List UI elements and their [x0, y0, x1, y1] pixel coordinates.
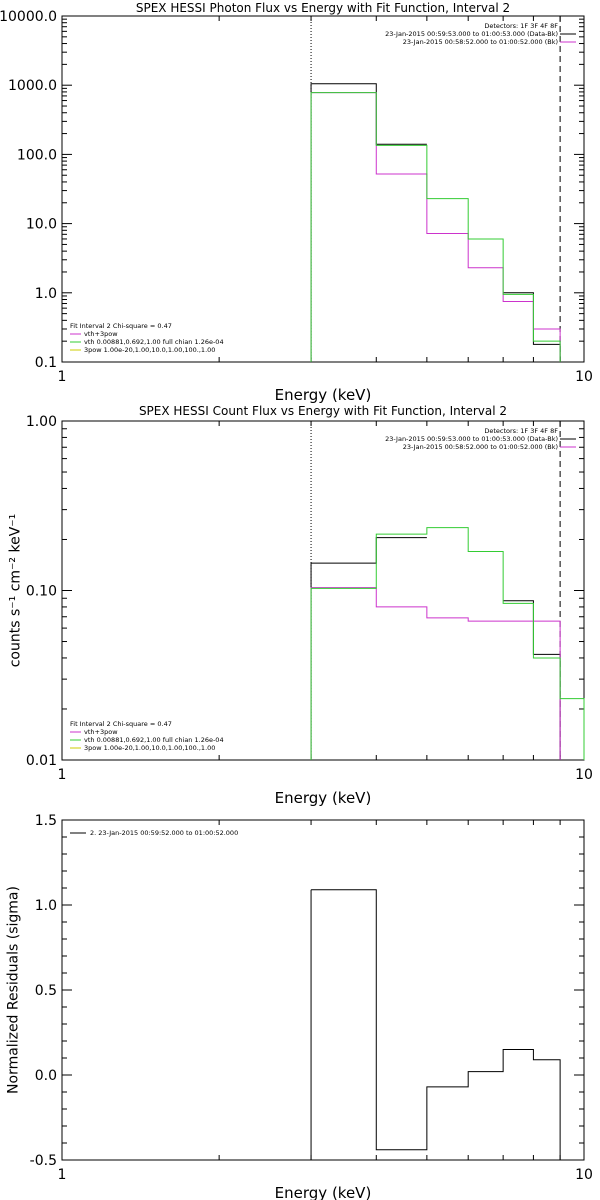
y-tick-label: 0.5 — [35, 983, 57, 999]
chart-panel-1: SPEX HESSI Photon Flux vs Energy with Fi… — [0, 1, 593, 404]
y-tick-label: 0.1 — [35, 355, 57, 371]
x-tick-label: 1 — [58, 1167, 67, 1183]
legend-entry: 23-Jan-2015 00:58:52.000 to 01:00:52.000… — [403, 443, 558, 451]
legend-bottom-left: Fit Interval 2 Chi-square = 0.47vth+3pow… — [70, 720, 224, 752]
x-axis-label: Energy (keV) — [275, 1184, 372, 1200]
y-tick-label: 1.0 — [35, 286, 57, 302]
y-tick-label: 100.0 — [17, 147, 57, 163]
x-axis-label: Energy (keV) — [275, 789, 372, 807]
legend-entry: vth 0.00881,0.692,1.00 full chian 1.26e-… — [84, 736, 224, 744]
chart-title: SPEX HESSI Count Flux vs Energy with Fit… — [139, 404, 507, 418]
y-tick-label: 10.0 — [26, 217, 57, 233]
legend-entry: 23-Jan-2015 00:59:53.000 to 01:00:53.000… — [385, 435, 558, 443]
x-axis-label: Energy (keV) — [275, 386, 372, 404]
y-axis-label: Normalized Residuals (sigma) — [6, 886, 22, 1094]
chart-title: SPEX HESSI Photon Flux vs Energy with Fi… — [136, 1, 510, 15]
chart-panel-2: SPEX HESSI Count Flux vs Energy with Fit… — [8, 404, 593, 807]
plot-frame — [61, 819, 585, 1161]
plot-frame — [61, 15, 585, 363]
y-tick-label: 1.0 — [35, 898, 57, 914]
legend-top-left: 2. 23-Jan-2015 00:59:52.000 to 01:00:52.… — [70, 829, 238, 837]
legend-entry: 3pow 1.00e-20,1.00,10.0,1.00,100.,1.00 — [84, 346, 215, 354]
series-step-black — [310, 83, 427, 362]
y-tick-label: 1000.0 — [8, 78, 57, 94]
legend-entry: Detectors: 1F 3F 4F 8F — [484, 22, 558, 30]
legend-entry: 23-Jan-2015 00:58:52.000 to 01:00:52.000… — [403, 38, 558, 46]
y-axis-label: counts s⁻¹ cm⁻² keV⁻¹ — [8, 514, 24, 668]
y-tick-label: 1.00 — [26, 414, 57, 430]
y-tick-label: 0.10 — [26, 584, 57, 600]
plot-frame — [61, 420, 585, 761]
series-step-green — [310, 92, 561, 362]
legend-bottom-left: Fit Interval 2 Chi-square = 0.47vth+3pow… — [70, 322, 224, 354]
y-tick-label: 0.01 — [26, 753, 57, 769]
x-tick-label: 10 — [575, 767, 593, 783]
series-step-black — [503, 600, 561, 760]
x-tick-label: 10 — [575, 1167, 593, 1183]
series-step-magenta — [310, 92, 561, 362]
legend-entry: 23-Jan-2015 00:59:53.000 to 01:00:53.000… — [385, 30, 558, 38]
y-tick-label: 10000.0 — [0, 9, 57, 25]
series-step-black — [311, 889, 561, 1160]
legend-entry: vth+3pow — [84, 330, 118, 338]
series-step-magenta — [310, 587, 561, 760]
x-tick-label: 1 — [58, 767, 67, 783]
y-tick-label: 0.0 — [35, 1068, 57, 1084]
series-step-black — [310, 537, 427, 760]
legend-entry: Fit Interval 2 Chi-square = 0.47 — [70, 720, 172, 728]
legend-entry: Fit Interval 2 Chi-square = 0.47 — [70, 322, 172, 330]
y-tick-label: 1.5 — [35, 813, 57, 829]
x-tick-label: 1 — [58, 369, 67, 385]
series-step-green — [310, 527, 585, 760]
legend-entry: Detectors: 1F 3F 4F 8F — [484, 427, 558, 435]
chart-panel-3: 1 10 -0.5 0.0 0.5 1.0 1.5 Energy (keV) Normalize… — [6, 813, 593, 1200]
x-tick-label: 10 — [575, 369, 593, 385]
legend-entry: 2. 23-Jan-2015 00:59:52.000 to 01:00:52.… — [90, 829, 238, 837]
y-tick-label: -0.5 — [30, 1153, 57, 1169]
legend-entry: vth+3pow — [84, 728, 118, 736]
legend-entry: vth 0.00881,0.692,1.00 full chian 1.26e-… — [84, 338, 224, 346]
legend-entry: 3pow 1.00e-20,1.00,10.0,1.00,100.,1.00 — [84, 744, 215, 752]
series-step-black — [503, 292, 561, 362]
